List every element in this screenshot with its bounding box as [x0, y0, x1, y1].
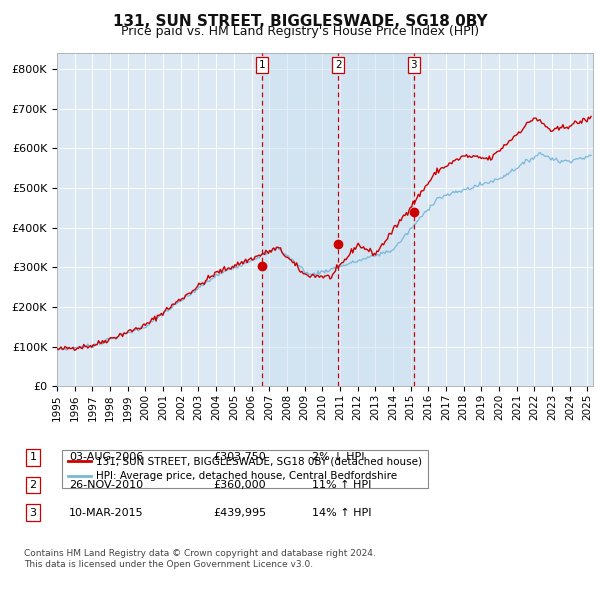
Text: 1: 1 — [259, 60, 265, 70]
Text: 3: 3 — [29, 508, 37, 517]
Text: 2: 2 — [29, 480, 37, 490]
Text: £360,000: £360,000 — [213, 480, 266, 490]
Text: £303,750: £303,750 — [213, 453, 266, 462]
Text: £439,995: £439,995 — [213, 508, 266, 517]
Text: Price paid vs. HM Land Registry's House Price Index (HPI): Price paid vs. HM Land Registry's House … — [121, 25, 479, 38]
Text: 26-NOV-2010: 26-NOV-2010 — [69, 480, 143, 490]
Text: 1: 1 — [29, 453, 37, 462]
Text: This data is licensed under the Open Government Licence v3.0.: This data is licensed under the Open Gov… — [24, 560, 313, 569]
Bar — [262, 53, 414, 386]
Text: 11% ↑ HPI: 11% ↑ HPI — [312, 480, 371, 490]
Legend: 131, SUN STREET, BIGGLESWADE, SG18 0BY (detached house), HPI: Average price, det: 131, SUN STREET, BIGGLESWADE, SG18 0BY (… — [62, 450, 428, 488]
Text: 2: 2 — [335, 60, 341, 70]
Text: 2% ↓ HPI: 2% ↓ HPI — [312, 453, 365, 462]
Text: 10-MAR-2015: 10-MAR-2015 — [69, 508, 143, 517]
Text: Contains HM Land Registry data © Crown copyright and database right 2024.: Contains HM Land Registry data © Crown c… — [24, 549, 376, 558]
Text: 14% ↑ HPI: 14% ↑ HPI — [312, 508, 371, 517]
Text: 131, SUN STREET, BIGGLESWADE, SG18 0BY: 131, SUN STREET, BIGGLESWADE, SG18 0BY — [113, 14, 487, 29]
Text: 3: 3 — [410, 60, 417, 70]
Text: 03-AUG-2006: 03-AUG-2006 — [69, 453, 143, 462]
